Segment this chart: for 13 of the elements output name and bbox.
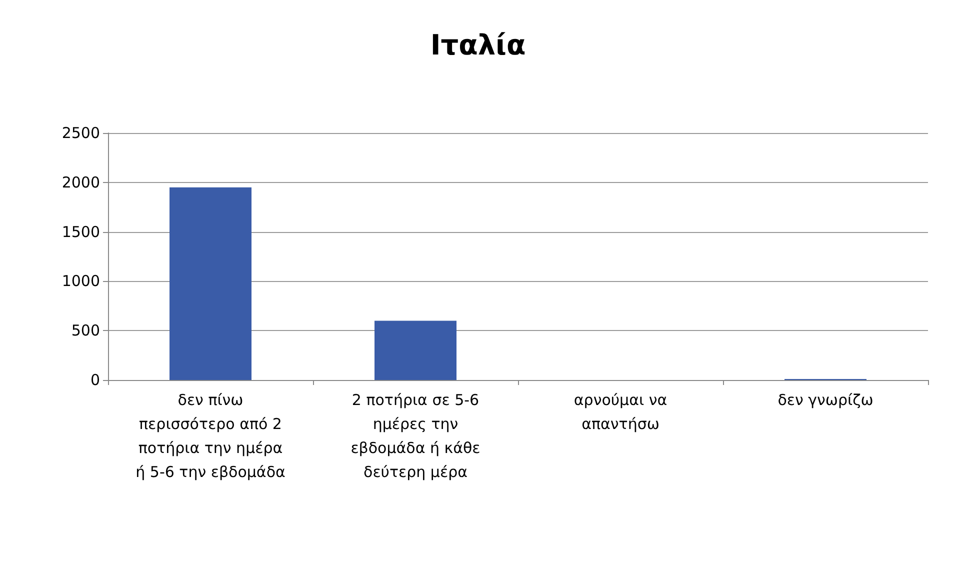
y-tick-label: 500 (71, 322, 100, 340)
x-tick-label: αρνούμαι να απαντήσω (574, 391, 668, 433)
bar (170, 187, 252, 380)
chart-title: Ιταλία (430, 28, 526, 62)
y-tick-label: 1000 (62, 272, 100, 290)
bar (374, 320, 456, 380)
y-tick-label: 1500 (62, 222, 100, 241)
x-tick-label: δεν γνωρίζω (778, 391, 874, 409)
y-tick-label: 0 (90, 371, 100, 389)
x-tick-label: δεν πίνω περισσότερο από 2 ποτήρια την ημέρα ή 5-6 την εβδομάδα (136, 391, 286, 481)
x-tick-label: 2 ποτήρια σε 5-6 ημέρες την εβδομάδα ή κάθε δεύτερη μέρα (350, 391, 480, 481)
y-tick-label: 2500 (62, 124, 100, 142)
y-tick-label: 2000 (62, 173, 100, 192)
